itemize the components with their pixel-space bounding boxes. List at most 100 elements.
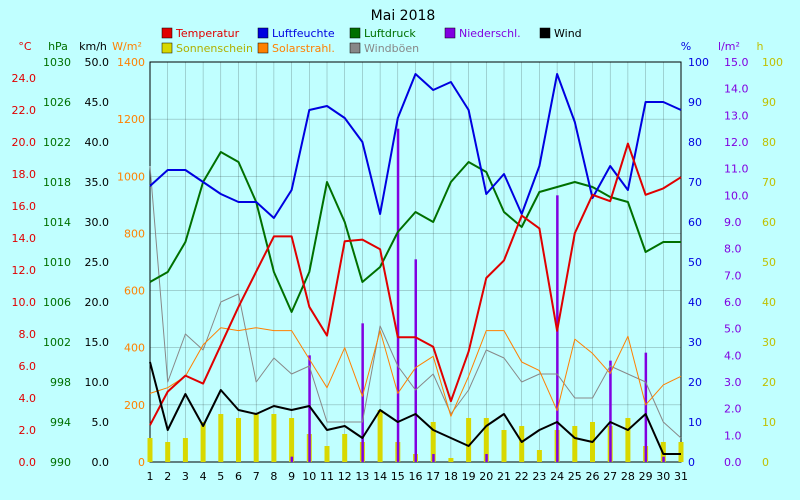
humidity-tick-label: 10 [688, 416, 702, 429]
solar-tick-label: 0 [138, 456, 145, 469]
sunshine-bar [271, 414, 277, 462]
legend-label: Windböen [364, 42, 419, 55]
wind-tick-label: 30.0 [85, 216, 110, 229]
solar-axis-label: W/m² [112, 40, 142, 53]
x-tick-label: 4 [200, 470, 207, 483]
x-tick-label: 2 [164, 470, 171, 483]
x-tick-label: 5 [217, 470, 224, 483]
legend-swatch [257, 42, 269, 54]
x-tick-label: 12 [338, 470, 352, 483]
legend: Temperatur Sonnenschein Luftfeuchte Solarst… [161, 27, 582, 55]
sunshine-bar [147, 438, 153, 462]
legend-label: Temperatur [175, 27, 240, 40]
x-tick-label: 6 [235, 470, 242, 483]
legend-label: Wind [554, 27, 582, 40]
legend-label: Solarstrahl. [272, 42, 335, 55]
sunshine-bar [218, 414, 224, 462]
wind-tick-label: 0.0 [92, 456, 110, 469]
precipitation-bar [396, 128, 400, 462]
rain-tick-label: 15.0 [724, 56, 749, 69]
sunshine-bar [324, 446, 330, 462]
sunshine-tick-label: 20 [762, 376, 776, 389]
rain-tick-label: 7.0 [724, 269, 742, 282]
legend-item: Luftfeuchte [257, 27, 335, 40]
precipitation-bar [414, 259, 417, 462]
x-tick-label: 16 [409, 470, 423, 483]
sunshine-bar [182, 438, 188, 462]
sunshine-bar [342, 434, 348, 462]
x-tick-label: 24 [550, 470, 564, 483]
temperature-axis-label: °C [18, 40, 32, 53]
wind-gust-line [149, 165, 682, 439]
legend-item: Solarstrahl. [257, 42, 335, 55]
wind-tick-label: 45.0 [85, 96, 110, 109]
pressure-tick-label: 994 [50, 416, 71, 429]
precipitation-bar [485, 454, 488, 462]
sunshine-bar [625, 418, 631, 462]
precipitation-bar [361, 323, 364, 462]
humidity-tick-label: 100 [688, 56, 709, 69]
sunshine-bar [165, 442, 171, 462]
x-tick-label: 15 [391, 470, 405, 483]
legend-item: Temperatur [161, 27, 240, 40]
wind-tick-label: 40.0 [85, 136, 110, 149]
pressure-line [149, 151, 681, 313]
x-tick-label: 10 [302, 470, 316, 483]
sunshine-tick-label: 80 [762, 136, 776, 149]
pressure-axis-label: hPa [48, 40, 68, 53]
sunshine-tick-label: 10 [762, 416, 776, 429]
legend-swatch [444, 27, 456, 39]
legend-item: Niederschl. [444, 27, 521, 40]
legend-swatch [349, 27, 361, 39]
humidity-line [149, 73, 682, 219]
rain-tick-label: 12.0 [724, 136, 749, 149]
legend-label: Luftdruck [364, 27, 416, 40]
wind-axis-label: km/h [79, 40, 107, 53]
rain-tick-label: 1.0 [724, 429, 742, 442]
precipitation-bar [290, 456, 294, 462]
legend-item: Windböen [349, 42, 419, 55]
sunshine-tick-label: 30 [762, 336, 776, 349]
humidity-tick-label: 50 [688, 256, 702, 269]
sunshine-tick-label: 50 [762, 256, 776, 269]
pressure-tick-label: 1002 [43, 336, 71, 349]
wind-tick-label: 5.0 [92, 416, 110, 429]
pressure-tick-label: 1006 [43, 296, 71, 309]
chart-title: Mai 2018 [371, 8, 436, 24]
x-tick-label: 22 [515, 470, 529, 483]
humidity-tick-label: 90 [688, 96, 702, 109]
axis-ticks: 1 2 3 4 5 6 7 8 9 10 11 12 13 14 15 16 17 18 19 20 21 22 23 24 2… [12, 56, 784, 483]
sunshine-bar [377, 410, 383, 462]
x-tick-label: 20 [479, 470, 493, 483]
pressure-tick-label: 1014 [43, 216, 71, 229]
temperature-tick-label: 18.0 [12, 168, 37, 181]
humidity-axis-label: % [681, 40, 691, 53]
rain-tick-label: 2.0 [724, 403, 742, 416]
wind-tick-label: 50.0 [85, 56, 110, 69]
temperature-tick-label: 14.0 [12, 232, 37, 245]
temperature-tick-label: 6.0 [19, 360, 37, 373]
humidity-tick-label: 20 [688, 376, 702, 389]
rain-tick-label: 10.0 [724, 189, 749, 202]
sunshine-bar [200, 422, 206, 462]
legend-swatch [349, 42, 361, 54]
sunshine-tick-label: 0 [762, 456, 769, 469]
legend-swatch [257, 27, 269, 39]
sunshine-bar [448, 458, 454, 462]
wind-tick-label: 20.0 [85, 296, 110, 309]
sunshine-bar [289, 418, 295, 462]
x-tick-label: 31 [674, 470, 688, 483]
temperature-tick-label: 10.0 [12, 296, 37, 309]
precipitation-bar [609, 360, 612, 462]
x-tick-label: 26 [586, 470, 600, 483]
legend-item: Sonnenschein [161, 42, 253, 55]
wind-tick-label: 15.0 [85, 336, 110, 349]
sunshine-tick-label: 60 [762, 216, 776, 229]
rain-tick-label: 9.0 [724, 216, 742, 229]
sunshine-axis-label: h [757, 40, 764, 53]
temperature-tick-label: 24.0 [12, 72, 37, 85]
rain-tick-label: 4.0 [724, 349, 742, 362]
x-tick-label: 29 [639, 470, 653, 483]
humidity-tick-label: 30 [688, 336, 702, 349]
